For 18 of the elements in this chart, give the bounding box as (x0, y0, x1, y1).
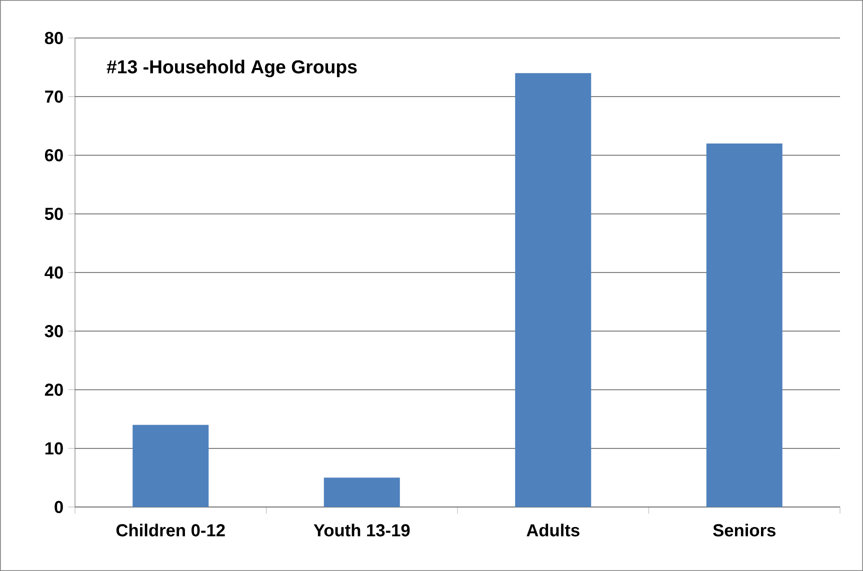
bar (706, 144, 782, 507)
y-tick-label: 40 (44, 266, 63, 279)
x-tick-label: Seniors (713, 524, 776, 536)
y-tick-label: 10 (45, 442, 63, 455)
x-tick-label: Youth 13-19 (314, 524, 410, 536)
x-tick-label: Children 0-12 (116, 524, 225, 536)
x-tick-label: Adults (526, 524, 580, 536)
y-tick-label: 0 (54, 500, 63, 514)
y-tick-label: 80 (44, 32, 63, 44)
text: #13 -Household Age Groups (106, 60, 357, 78)
y-tick-label: 50 (44, 208, 63, 220)
bar (515, 73, 592, 507)
y-tick-label: 60 (44, 149, 63, 162)
bar (324, 478, 400, 507)
y-tick-label: 20 (44, 384, 63, 396)
y-tick-label: 70 (45, 90, 63, 103)
y-tick-label: 30 (44, 324, 63, 338)
bar (132, 424, 209, 507)
